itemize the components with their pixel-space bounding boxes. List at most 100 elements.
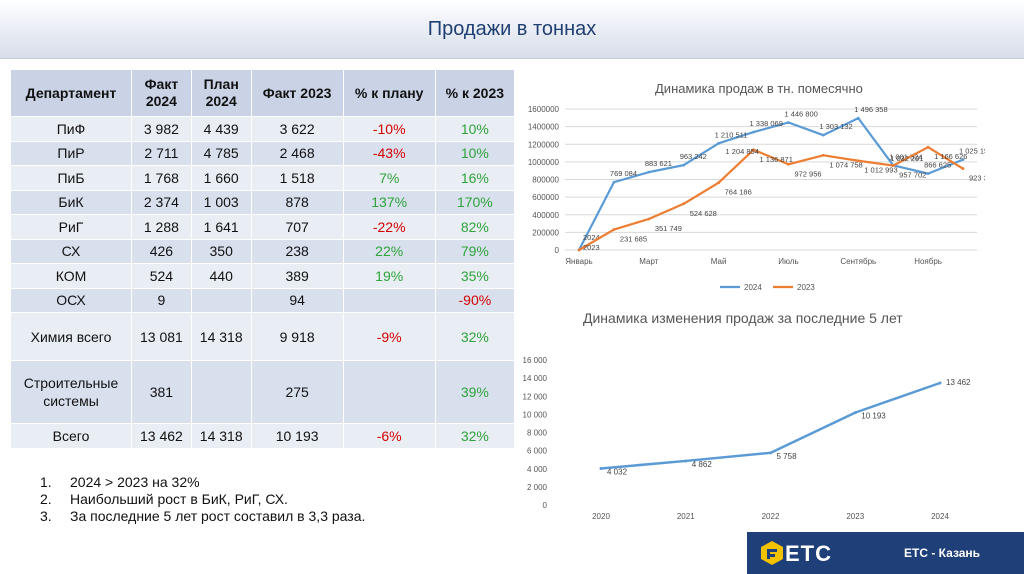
table-cell: 4 439 xyxy=(191,116,252,142)
data-label: 923 349 xyxy=(969,174,985,183)
y-tick-label: 16 000 xyxy=(523,356,548,365)
x-tick-label: 2022 xyxy=(762,512,780,521)
table-cell: 19% xyxy=(343,263,436,289)
table-cell: 35% xyxy=(435,263,516,289)
table-cell: ОСХ xyxy=(11,288,132,313)
list-text: Наибольший рост в БиК, РиГ, СХ. xyxy=(70,491,288,507)
data-label: 4 862 xyxy=(692,460,713,469)
data-point xyxy=(647,170,651,174)
list-number: 2. xyxy=(40,491,52,507)
table-cell: 3 622 xyxy=(251,116,344,142)
y-tick-label: 14 000 xyxy=(523,374,548,383)
table-row: РиГ 1 288 1 641 707 -22% 82% xyxy=(11,214,516,240)
data-label: 1 012 993 xyxy=(864,166,897,175)
table-cell: 14 318 xyxy=(191,423,252,449)
table-cell: 39% xyxy=(435,360,516,424)
y-tick-label: 200000 xyxy=(532,228,559,237)
y-tick-label: 2 000 xyxy=(527,483,548,492)
yearly-chart-title: Динамика изменения продаж за последние 5… xyxy=(583,310,903,326)
list-item: 2. Наибольший рост в БиК, РиГ, СХ. xyxy=(40,491,365,508)
x-tick-label: Май xyxy=(711,257,727,266)
data-point xyxy=(853,411,857,415)
data-point xyxy=(717,141,721,145)
data-label: 764 186 xyxy=(725,188,752,197)
data-point xyxy=(647,217,651,221)
table-row: ПиБ 1 768 1 660 1 518 7% 16% xyxy=(11,165,516,191)
table-cell: 275 xyxy=(251,360,344,424)
data-label: 957 702 xyxy=(899,171,926,180)
data-label: 5 758 xyxy=(777,452,798,461)
table-cell: 137% xyxy=(343,190,436,215)
table-cell: 1 003 xyxy=(191,190,252,215)
table-cell: 1 660 xyxy=(191,165,252,191)
table-row: ПиФ 3 982 4 439 3 622 -10% 10% xyxy=(11,116,516,142)
data-point xyxy=(891,164,895,168)
table-cell: 878 xyxy=(251,190,344,215)
data-point xyxy=(684,459,688,463)
data-label: 1 303 132 xyxy=(819,122,852,131)
data-point xyxy=(752,130,755,134)
data-point xyxy=(961,158,965,162)
data-point xyxy=(577,248,581,252)
data-point xyxy=(612,180,616,184)
y-tick-label: 8 000 xyxy=(527,429,548,438)
y-tick-label: 12 000 xyxy=(523,392,548,401)
table-cell: 94 xyxy=(251,288,344,313)
data-label: 1 446 800 xyxy=(784,110,817,119)
column-header: План 2024 xyxy=(191,70,252,117)
x-tick-label: Январь xyxy=(565,257,592,266)
table-row: БиК 2 374 1 003 878 137% 170% xyxy=(11,190,516,215)
data-point xyxy=(821,133,825,137)
legend-label: 2024 xyxy=(744,283,762,292)
table-cell: 22% xyxy=(343,239,436,264)
table-cell: 1 288 xyxy=(131,214,192,240)
data-label: 231 685 xyxy=(620,235,647,244)
table-cell: 82% xyxy=(435,214,516,240)
data-label: 1 166 626 xyxy=(934,152,967,161)
data-point xyxy=(856,159,860,163)
table-cell: 3 982 xyxy=(131,116,192,142)
y-tick-label: 0 xyxy=(555,246,560,255)
table-row: ОСХ 9 94 -90% xyxy=(11,288,516,313)
table-cell: 381 xyxy=(131,360,192,424)
y-tick-label: 800000 xyxy=(532,176,559,185)
yearly-sales-chart: 0 2 000 4 000 6 000 8 000 10 000 12 000 14 000 1… xyxy=(523,356,971,521)
data-label: 769 084 xyxy=(610,169,637,178)
data-point xyxy=(821,153,825,157)
table-cell: ПиБ xyxy=(11,165,132,191)
series-line-2024 xyxy=(578,117,964,251)
table-cell xyxy=(343,288,436,313)
x-tick-label: 2021 xyxy=(677,512,695,521)
table-cell: СХ xyxy=(11,239,132,264)
data-label: 883 621 xyxy=(645,159,672,168)
data-label: 1 025 151 xyxy=(959,147,985,156)
list-text: 2024 > 2023 на 32% xyxy=(70,474,200,490)
list-item: 3. За последние 5 лет рост составил в 3,3… xyxy=(40,508,365,525)
table-cell: 1 641 xyxy=(191,214,252,240)
table-cell: 13 081 xyxy=(131,312,192,361)
sales-table: Департамент Факт 2024 План 2024 Факт 2023% к … xyxy=(11,70,516,449)
table-cell: 16% xyxy=(435,165,516,191)
table-cell: 2 711 xyxy=(131,141,192,166)
table-row: Строительные системы 381 275 39% xyxy=(11,360,516,424)
table-cell: 13 462 xyxy=(131,423,192,449)
y-tick-label: 0 xyxy=(543,501,548,510)
data-point xyxy=(717,181,721,185)
monthly-sales-chart: 0 200000 400000 600000 800000 1000000 1200000 1… xyxy=(528,105,985,292)
data-label: 972 956 xyxy=(794,169,821,178)
y-tick-label: 6 000 xyxy=(527,447,548,456)
table-cell: 238 xyxy=(251,239,344,264)
table-cell: 170% xyxy=(435,190,516,215)
y-tick-label: 1600000 xyxy=(528,105,560,114)
y-tick-label: 1200000 xyxy=(528,140,560,149)
column-header: Факт 2023 xyxy=(251,70,344,117)
table-header-row: Департамент Факт 2024 План 2024 Факт 2023% к … xyxy=(11,70,516,117)
table-cell: Всего xyxy=(11,423,132,449)
column-header: % к 2023 xyxy=(435,70,516,117)
table-cell: ПиР xyxy=(11,141,132,166)
data-label: 351 749 xyxy=(655,224,682,233)
data-label: 1 338 069 xyxy=(750,119,783,128)
table-cell: 10% xyxy=(435,141,516,166)
table-cell: -9% xyxy=(343,312,436,361)
data-label: 4 032 xyxy=(607,467,628,476)
